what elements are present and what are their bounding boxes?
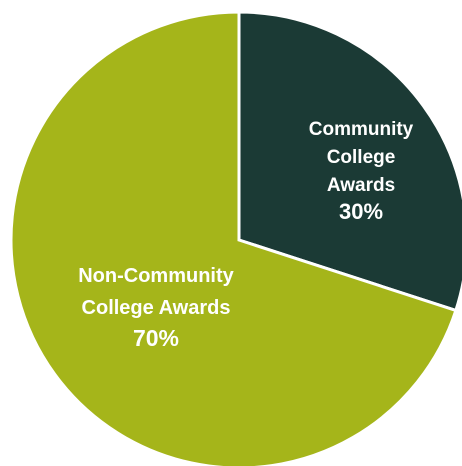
slice-label-line-0-1: College (327, 147, 396, 168)
slice-label-line-1-1: College Awards (82, 297, 231, 319)
slice-label-line-0-2: Awards (327, 175, 395, 196)
slice-label-0: Community College Awards 30% (309, 119, 414, 224)
pie-slice-0 (237, 10, 462, 313)
slice-label-1: Non-Community College Awards 70% (78, 265, 234, 351)
label-layer: Community College Awards 30% Non-Community Co… (78, 119, 413, 351)
slice-value-label-0: 30% (339, 199, 383, 224)
pie-slice-1 (9, 10, 458, 466)
slice-label-line-1-0: Non-Community (78, 265, 234, 287)
slice-layer (9, 10, 462, 466)
slice-value-label-1: 70% (133, 325, 179, 351)
slice-label-line-0-0: Community (309, 119, 414, 140)
